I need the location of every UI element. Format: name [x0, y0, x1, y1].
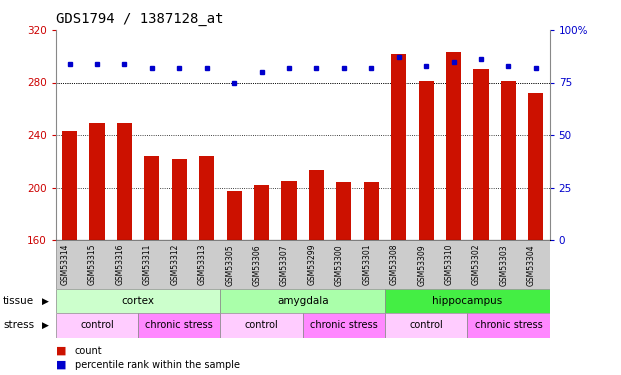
Bar: [473, 69, 489, 240]
Text: stress: stress: [3, 320, 34, 330]
Bar: [138, 313, 220, 338]
Bar: [144, 156, 160, 240]
Text: GSM53301: GSM53301: [362, 244, 371, 285]
Text: ■: ■: [56, 360, 66, 370]
Text: control: control: [245, 320, 278, 330]
Bar: [385, 313, 468, 338]
Bar: [364, 182, 379, 240]
Text: GSM53311: GSM53311: [143, 244, 152, 285]
Bar: [89, 123, 104, 240]
Text: ▶: ▶: [42, 296, 49, 305]
Text: GSM53308: GSM53308: [390, 244, 399, 285]
Text: GSM53302: GSM53302: [472, 244, 481, 285]
Text: cortex: cortex: [122, 296, 155, 306]
Text: ▶: ▶: [42, 321, 49, 330]
Text: tissue: tissue: [3, 296, 34, 306]
Bar: [385, 289, 550, 313]
Text: control: control: [409, 320, 443, 330]
Text: GSM53316: GSM53316: [116, 244, 124, 285]
Text: GSM53315: GSM53315: [88, 244, 97, 285]
Bar: [309, 170, 324, 240]
Text: chronic stress: chronic stress: [145, 320, 213, 330]
Bar: [56, 289, 220, 313]
Bar: [501, 81, 516, 240]
Text: GSM53314: GSM53314: [61, 244, 70, 285]
Text: count: count: [75, 345, 102, 355]
Text: GSM53310: GSM53310: [445, 244, 453, 285]
Text: GSM53306: GSM53306: [253, 244, 261, 285]
Bar: [227, 191, 242, 240]
Bar: [62, 131, 77, 240]
Text: chronic stress: chronic stress: [310, 320, 378, 330]
Bar: [337, 182, 351, 240]
Bar: [220, 313, 302, 338]
Text: chronic stress: chronic stress: [474, 320, 542, 330]
Text: GSM53299: GSM53299: [307, 244, 317, 285]
Text: GSM53309: GSM53309: [417, 244, 426, 285]
Bar: [220, 289, 385, 313]
Text: GSM53303: GSM53303: [499, 244, 509, 285]
Bar: [172, 159, 187, 240]
Text: ■: ■: [56, 345, 66, 355]
Text: GSM53312: GSM53312: [170, 244, 179, 285]
Bar: [391, 54, 406, 240]
Bar: [303, 313, 385, 338]
Text: GDS1794 / 1387128_at: GDS1794 / 1387128_at: [56, 12, 224, 26]
Bar: [117, 123, 132, 240]
Bar: [281, 181, 297, 240]
Bar: [528, 93, 543, 240]
Bar: [446, 53, 461, 240]
Text: GSM53304: GSM53304: [527, 244, 536, 285]
Bar: [199, 156, 214, 240]
Bar: [254, 185, 269, 240]
Text: hippocampus: hippocampus: [432, 296, 502, 306]
Bar: [468, 313, 550, 338]
Text: GSM53313: GSM53313: [197, 244, 207, 285]
Text: GSM53307: GSM53307: [280, 244, 289, 285]
Bar: [419, 81, 433, 240]
Text: GSM53305: GSM53305: [225, 244, 234, 285]
Bar: [56, 313, 138, 338]
Text: control: control: [80, 320, 114, 330]
Text: GSM53300: GSM53300: [335, 244, 344, 285]
Text: amygdala: amygdala: [277, 296, 329, 306]
Text: percentile rank within the sample: percentile rank within the sample: [75, 360, 240, 370]
